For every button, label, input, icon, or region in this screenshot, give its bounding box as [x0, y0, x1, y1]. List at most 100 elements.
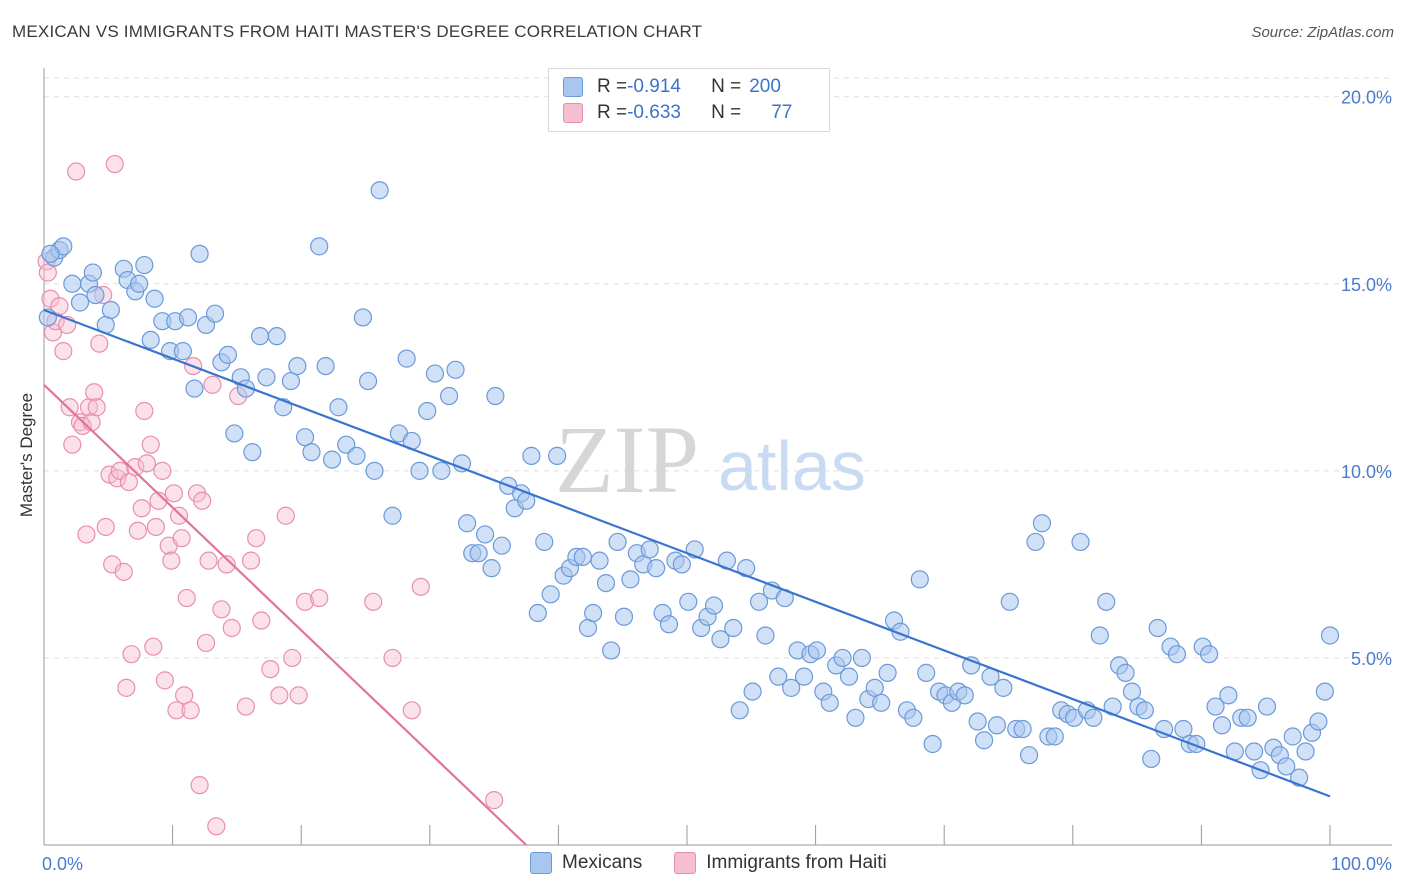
legend-r-label: R =	[597, 102, 628, 123]
haiti-point	[38, 263, 57, 282]
haiti-point	[119, 472, 138, 492]
mexicans-point	[584, 603, 603, 623]
haiti-point	[144, 637, 163, 656]
mexicans-point	[1212, 716, 1232, 735]
mexicans-point	[1026, 532, 1045, 552]
haiti-point	[172, 529, 191, 548]
haiti-point	[177, 588, 196, 608]
mexicans-point	[573, 547, 592, 567]
mexicans-point	[614, 607, 634, 626]
mexicans-trend-line	[43, 308, 1331, 798]
haiti-point	[96, 517, 115, 537]
mexicans-point	[1200, 645, 1219, 664]
mexicans-point	[173, 342, 192, 361]
mexicans-point	[475, 525, 495, 544]
haiti-trend-line	[43, 384, 528, 846]
mexicans-point	[1090, 626, 1109, 645]
mexicans-point	[365, 461, 384, 480]
mexicans-point	[322, 450, 342, 469]
legend-r-label: R =	[597, 76, 628, 97]
mexicans-point	[1296, 742, 1315, 761]
mexicans-point	[469, 544, 488, 563]
mexicans-point	[596, 573, 616, 593]
mexicans-point	[288, 356, 307, 376]
mexicans-point	[846, 708, 865, 727]
haiti-point	[236, 697, 256, 716]
mexicans-point	[528, 603, 547, 623]
haiti-point	[241, 551, 261, 570]
haiti-point	[196, 633, 216, 653]
x-tick-label: 100.0%	[1331, 854, 1392, 874]
haiti-point	[73, 416, 92, 436]
mexicans-point	[794, 667, 814, 686]
mexicans-point	[1071, 532, 1090, 552]
legend-item-haiti[interactable]: Immigrants from Haiti	[674, 852, 887, 874]
trend-lines	[43, 308, 1331, 846]
haiti-point	[126, 458, 145, 477]
mexicans-point	[1032, 514, 1052, 533]
legend-swatch-mexicans	[563, 77, 583, 97]
mexicans-point	[452, 454, 472, 473]
haiti-point	[383, 648, 402, 668]
mexicans-point	[1013, 719, 1032, 739]
mexicans-point	[1283, 727, 1302, 746]
legend-swatch-mexicans	[530, 852, 552, 874]
mexicans-point	[994, 678, 1013, 697]
mexicans-point	[141, 330, 160, 350]
mexicans-point	[769, 667, 788, 686]
mexicans-point	[1135, 701, 1154, 720]
mexicans-point	[410, 461, 429, 480]
mexicans-point	[347, 446, 366, 465]
mexicans-points	[38, 181, 1340, 787]
mexicans-point	[608, 532, 627, 552]
haiti-point	[203, 375, 222, 394]
haiti-point	[132, 499, 151, 518]
mexicans-point	[522, 446, 541, 465]
haiti-point	[167, 701, 186, 720]
stats-legend: R = -0.914 N = 200 R = -0.633 N = 77	[548, 68, 830, 132]
mexicans-point	[310, 237, 329, 256]
mexicans-point	[1019, 746, 1039, 765]
mexicans-point	[243, 443, 262, 462]
mexicans-point	[329, 398, 348, 417]
mexicans-point	[190, 244, 209, 263]
haiti-point	[90, 334, 109, 353]
mexicans-point	[1219, 686, 1238, 705]
mexicans-point	[250, 327, 270, 346]
haiti-point	[87, 398, 106, 417]
tick-labels: 5.0% 10.0% 15.0% 20.0% 0.0% 100.0%	[42, 88, 1392, 874]
y-tick-label: 15.0%	[1341, 275, 1392, 295]
mexicans-point	[218, 345, 237, 364]
mexicans-point	[178, 308, 198, 327]
haiti-point	[247, 529, 266, 548]
mexicans-point	[782, 678, 801, 697]
haiti-point	[181, 701, 200, 720]
watermark: ZIP atlas	[555, 406, 866, 513]
mexicans-point	[839, 667, 859, 686]
mexicans-point	[83, 263, 102, 282]
legend-r-value: -0.914	[627, 76, 681, 97]
haiti-point	[364, 592, 383, 611]
mexicans-point	[358, 371, 378, 391]
mexicans-point	[267, 327, 286, 346]
mexicans-point	[647, 559, 666, 578]
haiti-point	[217, 555, 236, 574]
mexicans-point	[135, 255, 154, 275]
legend-label-mexicans: Mexicans	[562, 852, 643, 873]
mexicans-point	[457, 514, 477, 533]
mexicans-point	[711, 630, 730, 649]
mexicans-point	[446, 360, 465, 379]
mexicans-point	[41, 244, 60, 263]
mexicans-point	[833, 648, 852, 668]
legend-n-label: N =	[711, 76, 742, 97]
mexicans-point	[370, 181, 389, 200]
mexicans-point	[974, 731, 994, 750]
legend-row-mexicans: R = -0.914 N = 200	[563, 75, 781, 99]
mexicans-point	[541, 585, 560, 604]
legend-item-mexicans[interactable]: Mexicans	[530, 852, 642, 874]
gridlines	[44, 77, 1392, 659]
mexicans-point	[987, 716, 1007, 735]
haiti-point	[67, 162, 86, 181]
watermark-zip: ZIP	[555, 406, 699, 513]
haiti-point	[135, 401, 154, 421]
